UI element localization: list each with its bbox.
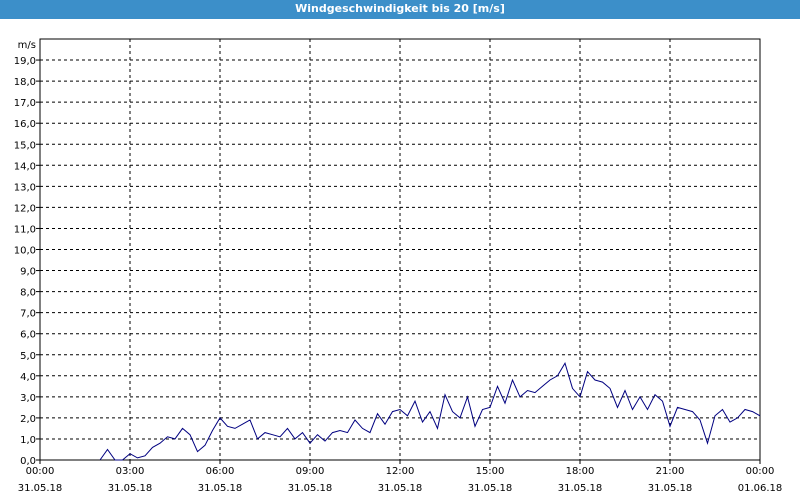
x-tick-date-label: 31.05.18: [288, 483, 333, 494]
x-tick-time-label: 00:00: [746, 466, 775, 477]
x-tick-time-label: 00:00: [26, 466, 55, 477]
x-tick-date-label: 31.05.18: [468, 483, 513, 494]
y-tick-label: 15,0: [14, 140, 36, 151]
plot-frame: [39, 38, 761, 461]
y-tick-label: 19,0: [14, 56, 36, 67]
y-tick-label: 7,0: [20, 309, 36, 320]
x-tick-date-label: 31.05.18: [198, 483, 243, 494]
x-tick-date-label: 31.05.18: [648, 483, 693, 494]
wind-speed-chart: 0,0 1,0 2,0 3,0 4,0 5,0 6,0 7,0 8,0 9,0 10,0 11,0 12…: [14, 38, 783, 494]
y-axis: 0,0 1,0 2,0 3,0 4,0 5,0 6,0 7,0 8,0 9,0 10,0 11,0 12…: [14, 40, 40, 467]
x-tick-date-label: 31.05.18: [558, 483, 603, 494]
y-tick-label: 13,0: [14, 182, 36, 193]
x-tick-date-label: 31.05.18: [108, 483, 153, 494]
chart-area: 0,0 1,0 2,0 3,0 4,0 5,0 6,0 7,0 8,0 9,0 10,0 11,0 12…: [0, 19, 800, 500]
y-tick-label: 5,0: [20, 351, 36, 362]
y-tick-label: 3,0: [20, 393, 36, 404]
x-tick-time-label: 12:00: [386, 466, 415, 477]
grid-lines: [40, 39, 760, 460]
y-tick-label: 18,0: [14, 77, 36, 88]
y-tick-label: 8,0: [20, 288, 36, 299]
y-tick-label: 6,0: [20, 330, 36, 341]
x-tick-time-label: 18:00: [566, 466, 595, 477]
y-tick-label: 1,0: [20, 435, 36, 446]
x-tick-time-label: 15:00: [476, 466, 505, 477]
x-tick-time-label: 09:00: [296, 466, 325, 477]
x-tick-date-label: 31.05.18: [18, 483, 63, 494]
x-tick-time-label: 21:00: [656, 466, 685, 477]
x-tick-time-label: 06:00: [206, 466, 235, 477]
x-tick-date-label: 01.06.18: [738, 483, 783, 494]
y-tick-label: 16,0: [14, 119, 36, 130]
y-tick-label: 14,0: [14, 161, 36, 172]
y-tick-label: 4,0: [20, 372, 36, 383]
x-tick-date-label: 31.05.18: [378, 483, 423, 494]
y-unit-label: m/s: [18, 40, 36, 51]
y-tick-label: 12,0: [14, 203, 36, 214]
y-tick-label: 2,0: [20, 414, 36, 425]
y-tick-label: 9,0: [20, 267, 36, 278]
x-tick-time-label: 03:00: [116, 466, 145, 477]
y-tick-label: 10,0: [14, 246, 36, 257]
series-layer: [99, 361, 761, 461]
wind-speed-line: [99, 361, 761, 461]
chart-title: Windgeschwindigkeit bis 20 [m/s]: [0, 0, 800, 19]
y-tick-label: 17,0: [14, 98, 36, 109]
x-axis: 00:00 31.05.18 03:00 31.05.18 06:00 31.05.18 0…: [18, 460, 783, 494]
y-tick-label: 0,0: [20, 456, 36, 467]
y-tick-label: 11,0: [14, 224, 36, 235]
